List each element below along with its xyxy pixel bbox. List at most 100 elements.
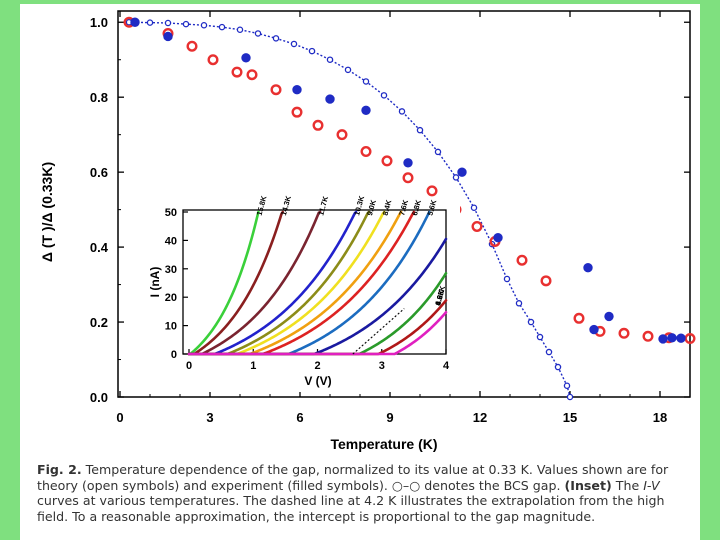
- main-y-tick-label: 0.0: [90, 390, 108, 405]
- bcs-gap-point: [290, 40, 298, 48]
- main-x-tick-label: 12: [473, 410, 487, 425]
- main-y-tick-label: 0.8: [90, 90, 108, 105]
- theory-point: [684, 333, 696, 345]
- inset-x-tick-label: 3: [379, 360, 385, 372]
- caption-text-4: curves at various temperatures. The dash…: [37, 493, 665, 524]
- experiment-point: [493, 233, 503, 243]
- inset-x-tick-label: 0: [186, 360, 192, 372]
- theory-point: [291, 106, 303, 118]
- bcs-gap-point: [362, 78, 370, 85]
- iv-curve: [187, 310, 448, 356]
- bcs-gap-point: [503, 275, 511, 283]
- right-green-band: [700, 0, 720, 540]
- theory-point: [381, 155, 393, 167]
- main-x-ticks: 0 3 6 9 12 15 18: [116, 11, 691, 425]
- experiment-point: [292, 84, 302, 95]
- gap-temperature-chart: 0.00.20.40.60.81.0 0 3 6 9 12 15 18 Temperatur…: [39, 10, 696, 452]
- bcs-gap-point: [452, 174, 460, 181]
- experiment-point: [130, 17, 140, 27]
- main-x-tick-label: 18: [653, 410, 667, 425]
- caption-text-1: Temperature dependence of the gap, norma…: [37, 462, 669, 493]
- experiment-point: [583, 263, 593, 273]
- iv-curve-label: 8.4K: [381, 198, 394, 216]
- bcs-gap-point: [434, 148, 442, 156]
- theory-point: [540, 275, 552, 287]
- inset-y-tick-label: 40: [165, 235, 177, 247]
- theory-point: [426, 185, 438, 197]
- inset-x-tick-label: 4: [443, 360, 450, 372]
- theory-point: [402, 172, 414, 184]
- main-x-tick-label: 15: [563, 410, 577, 425]
- inset-curves: [187, 210, 448, 356]
- main-y-tick-label: 0.4: [90, 240, 109, 255]
- experiment-point: [676, 333, 686, 343]
- experiment-point: [163, 31, 173, 42]
- figure-caption: Fig. 2. Temperature dependence of the ga…: [37, 462, 697, 524]
- iv-curve-label: 6.8K: [410, 198, 423, 216]
- iv-curve-label: 9.0K: [365, 198, 378, 216]
- experiment-point: [361, 105, 371, 116]
- inset-background: [146, 200, 460, 392]
- experiment-point: [241, 53, 251, 63]
- experiment-point: [457, 167, 467, 177]
- bcs-gap-line: [128, 21, 571, 398]
- inset-x-axis-label: V (V): [304, 374, 331, 388]
- experiment-point: [658, 334, 668, 344]
- theory-point: [336, 129, 348, 141]
- caption-iv-label: I-V: [643, 477, 660, 493]
- bcs-gap-point: [398, 108, 406, 115]
- bcs-gap-point: [200, 21, 208, 29]
- experiment-point: [589, 324, 599, 335]
- bcs-gap-point: [254, 30, 262, 37]
- main-x-axis-label: Temperature (K): [330, 436, 437, 452]
- left-green-band: [0, 0, 20, 540]
- bcs-gap-point: [527, 318, 535, 326]
- inset-x-tick-label: 2: [314, 360, 320, 372]
- bcs-gap-point: [182, 20, 190, 28]
- bcs-gap-point: [272, 35, 280, 42]
- bcs-gap-point: [164, 19, 172, 27]
- bcs-gap-point: [563, 382, 571, 390]
- inset-y-tick-label: 30: [165, 264, 177, 276]
- inset-y-tick-label: 10: [165, 321, 177, 333]
- main-x-tick-label: 6: [296, 410, 303, 425]
- caption-inset-label: (Inset): [564, 477, 612, 493]
- bcs-gap-point: [416, 126, 424, 134]
- caption-bcs-symbol: ○–○: [391, 477, 421, 493]
- main-x-tick-label: 3: [206, 410, 213, 425]
- inset-y-ticks: 0 10 20 30 40 50: [165, 207, 188, 361]
- theory-point: [516, 254, 528, 266]
- top-green-line: [20, 0, 700, 4]
- bcs-gap-point: [515, 300, 523, 307]
- main-plot-frame: [117, 10, 691, 398]
- bcs-gap-point: [236, 26, 244, 33]
- extrapolation-dashed-line: [352, 308, 405, 355]
- theory-point: [471, 220, 483, 232]
- caption-text-2: denotes the BCS gap.: [424, 477, 561, 493]
- bcs-gap-point: [554, 363, 562, 371]
- bcs-gap-point: [326, 56, 334, 63]
- main-y-tick-label: 0.2: [90, 315, 108, 330]
- main-y-tick-label: 1.0: [90, 15, 108, 30]
- iv-curve-label: 7.6K: [397, 198, 410, 216]
- main-x-tick-label: 9: [386, 410, 393, 425]
- experiment-point: [325, 94, 335, 104]
- bcs-gap-point: [344, 66, 352, 74]
- theory-point: [186, 40, 198, 52]
- inset-x-tick-label: 1: [250, 360, 256, 372]
- theory-point: [207, 54, 219, 66]
- theory-point: [360, 146, 372, 158]
- iv-curve: [187, 210, 285, 356]
- theory-point: [642, 330, 654, 342]
- iv-curve-label: 4.2K: [433, 288, 446, 306]
- inset-y-tick-label: 50: [165, 207, 177, 219]
- main-series: [123, 16, 696, 401]
- theory-point: [312, 119, 324, 131]
- main-x-tick-label: 0: [116, 410, 123, 425]
- main-y-axis-label: Δ (T )/Δ (0.33K): [39, 162, 55, 262]
- iv-curve: [187, 210, 260, 356]
- iv-curve: [187, 210, 322, 356]
- inset-y-tick-label: 0: [171, 349, 177, 361]
- iv-curve-label: 5.6K: [426, 198, 439, 216]
